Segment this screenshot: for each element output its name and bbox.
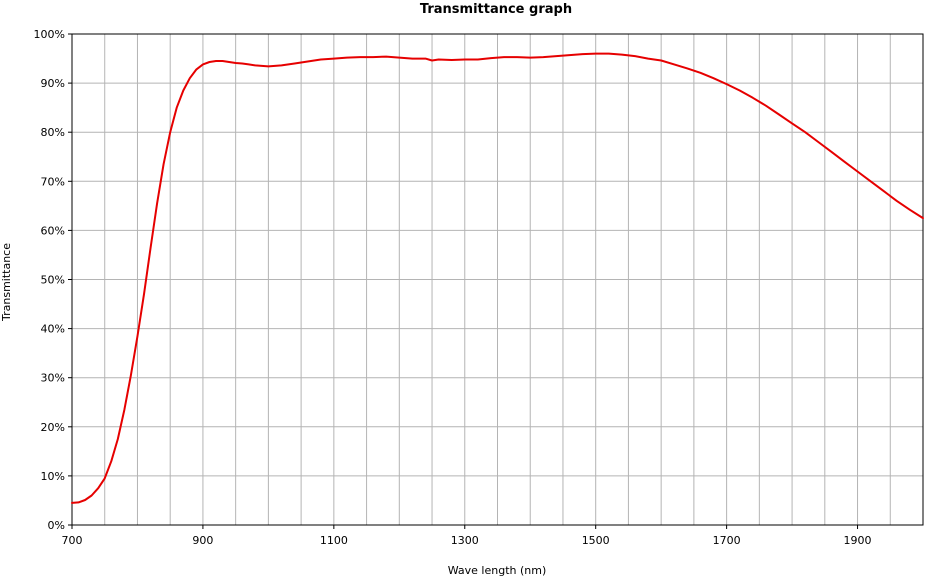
x-tick-label: 1300 xyxy=(451,534,479,547)
y-tick-label: 50% xyxy=(41,274,65,287)
y-axis-ticks: 0% 10% 20% 30% 40% 50% 60% 70% 80% 90% 100% xyxy=(34,28,72,532)
y-tick-label: 30% xyxy=(41,372,65,385)
y-tick-label: 80% xyxy=(41,126,65,139)
y-tick-label: 10% xyxy=(41,470,65,483)
y-tick-label: 70% xyxy=(41,175,65,188)
y-tick-label: 40% xyxy=(41,323,65,336)
x-tick-label: 1700 xyxy=(713,534,741,547)
x-tick-label: 1100 xyxy=(320,534,348,547)
transmittance-series-line xyxy=(71,52,924,504)
x-tick-label: 1900 xyxy=(844,534,872,547)
y-tick-label: 90% xyxy=(41,77,65,90)
series-layer xyxy=(71,52,924,504)
x-tick-label: 700 xyxy=(62,534,83,547)
y-axis-label: Transmittance xyxy=(0,243,13,322)
x-axis-label: Wave length (nm) xyxy=(448,564,547,577)
grid-lines xyxy=(72,34,923,525)
y-tick-label: 60% xyxy=(41,224,65,237)
y-tick-label: 20% xyxy=(41,421,65,434)
y-tick-label: 100% xyxy=(34,28,65,41)
y-tick-label: 0% xyxy=(48,519,65,532)
x-tick-label: 900 xyxy=(192,534,213,547)
x-axis-ticks: 700 900 1100 1300 1500 1700 1900 xyxy=(62,525,872,547)
chart-title: Transmittance graph xyxy=(420,2,572,17)
x-tick-label: 1500 xyxy=(582,534,610,547)
